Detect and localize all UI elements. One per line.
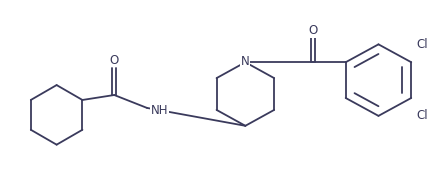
Text: Cl: Cl <box>416 109 428 122</box>
Text: O: O <box>110 54 119 67</box>
Text: Cl: Cl <box>416 38 428 51</box>
Text: O: O <box>308 24 317 37</box>
Text: N: N <box>241 55 250 68</box>
Text: NH: NH <box>151 104 169 117</box>
